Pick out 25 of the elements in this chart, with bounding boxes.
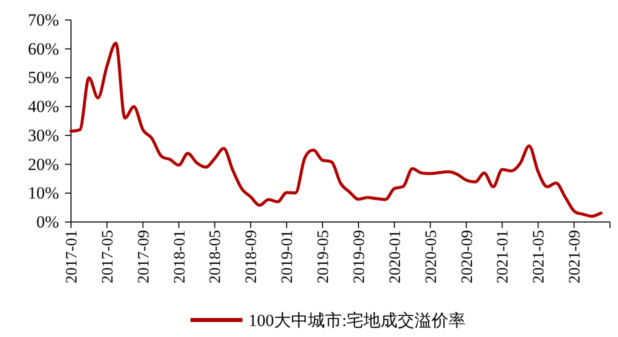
x-tick-label: 2021-05 (530, 230, 548, 284)
x-tick-label: 2020-09 (458, 230, 476, 284)
y-tick-label: 70% (28, 10, 59, 30)
legend-label: 100大中城市:宅地成交溢价率 (248, 311, 466, 330)
x-tick-label: 2019-09 (350, 230, 368, 284)
x-tick-label: 2017-01 (64, 230, 80, 284)
x-tick-label: 2020-05 (422, 230, 440, 284)
y-tick-label: 50% (28, 68, 59, 88)
x-tick-label: 2018-01 (171, 230, 188, 284)
y-tick-label: 60% (28, 39, 59, 58)
x-tick-label: 2019-05 (315, 230, 332, 284)
x-tick-label: 2017-05 (99, 230, 116, 284)
x-tick-label: 2017-09 (135, 230, 152, 284)
legend: 100大中城市:宅地成交溢价率 (190, 311, 466, 330)
x-tick-label: 2018-05 (207, 230, 224, 284)
y-tick-label: 0% (36, 212, 59, 232)
x-tick-label: 2021-01 (494, 230, 512, 284)
x-tick-label: 2018-09 (243, 230, 260, 284)
y-tick-label: 30% (28, 126, 59, 145)
y-tick-label: 40% (28, 97, 59, 116)
y-tick-label: 20% (28, 154, 59, 174)
x-tick-label: 2021-09 (566, 230, 584, 284)
x-tick-label: 2019-01 (279, 230, 296, 284)
x-tick-label: 2020-01 (386, 230, 404, 284)
y-tick-label: 10% (28, 184, 59, 203)
